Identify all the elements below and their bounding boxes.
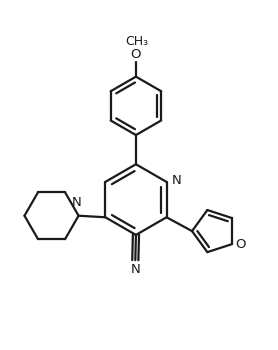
Text: N: N [130,263,140,276]
Text: O: O [131,48,141,61]
Text: CH₃: CH₃ [125,35,148,48]
Text: N: N [72,196,82,209]
Text: O: O [235,238,246,251]
Text: N: N [172,175,182,188]
